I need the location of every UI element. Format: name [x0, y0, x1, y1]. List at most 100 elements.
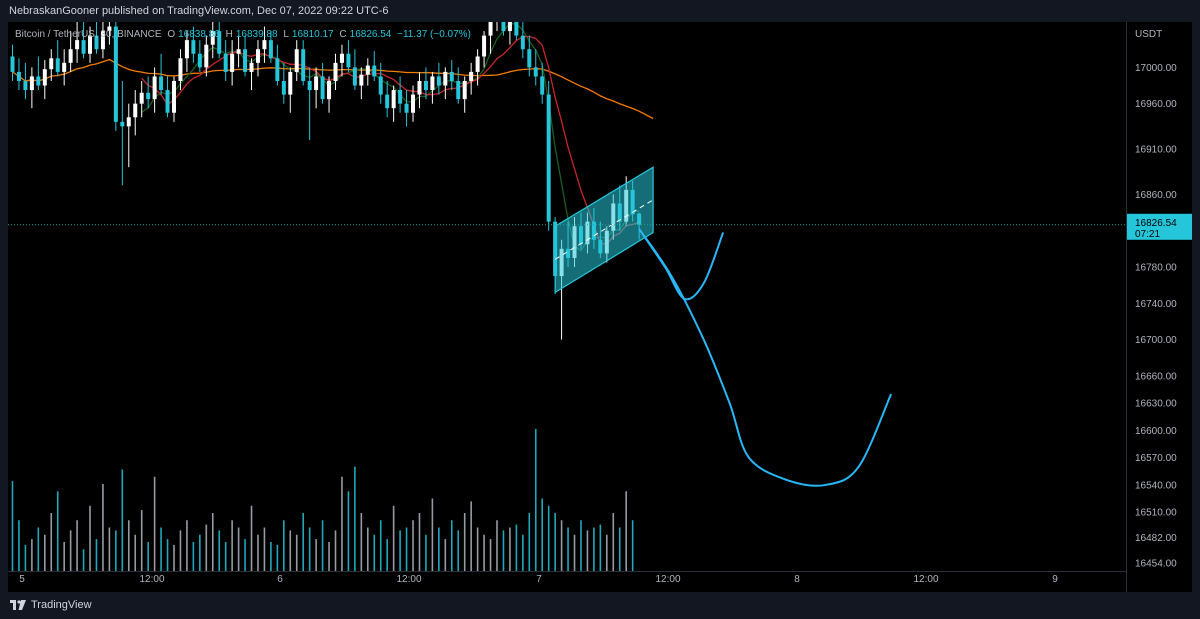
projection-path-long: [638, 228, 893, 487]
footer: TradingView: [0, 592, 1200, 619]
volume-bar: [82, 549, 85, 571]
volume-bar: [405, 527, 408, 571]
candle-body: [314, 76, 319, 91]
candle-body: [62, 62, 67, 72]
volume-bar: [11, 481, 14, 571]
candle-body: [204, 44, 209, 68]
volume-bar: [599, 524, 602, 571]
chart-area[interactable]: USDT 17000.00 16960.00 16910.00 16860.00 1678…: [8, 22, 1192, 592]
volume-bar: [173, 544, 175, 571]
candle-body: [36, 76, 41, 86]
candle-body: [16, 71, 21, 81]
price-tick-label: 16454.00: [1135, 558, 1177, 569]
legend-high: 16839.88: [235, 29, 278, 40]
candle-body: [107, 26, 112, 32]
volume-bar: [612, 513, 615, 571]
volume-bar: [50, 513, 53, 571]
volume-bar: [134, 534, 137, 571]
candle-body: [378, 76, 383, 95]
candle-body: [255, 49, 260, 63]
price-tick-label: 17000.00: [1135, 63, 1177, 74]
volume-bar: [334, 530, 337, 571]
candle-body: [385, 94, 390, 109]
candle-body: [75, 40, 80, 50]
volume-bar: [18, 520, 20, 571]
volume-bar: [192, 542, 195, 571]
candle-body: [88, 35, 93, 54]
legend-close: 16826.54: [349, 29, 392, 40]
volume-bar: [153, 476, 156, 571]
price-tick-label: 16700.00: [1135, 335, 1177, 346]
brand-text: TradingView: [31, 599, 92, 611]
volume-bar: [31, 539, 33, 571]
volume-bar: [418, 513, 421, 571]
volume-bar: [554, 513, 556, 571]
legend-close-label: C: [339, 29, 347, 40]
moving-average-red: [141, 35, 640, 245]
candle-body: [133, 103, 138, 118]
volume-bar: [347, 491, 350, 571]
time-tick-label: 6: [277, 574, 283, 585]
candle-body: [475, 56, 480, 72]
volume-bar: [121, 469, 124, 571]
volume-bar: [231, 520, 233, 571]
price-axis-panel: [1126, 22, 1192, 592]
volume-bar: [315, 539, 317, 571]
candle-body: [520, 35, 525, 50]
price-tick-label: 16860.00: [1135, 190, 1177, 201]
volume-bar: [528, 513, 531, 571]
volume-bar: [425, 534, 427, 571]
candle-body: [243, 49, 248, 72]
volume-bar: [140, 510, 143, 571]
time-tick-label: 7: [536, 574, 542, 585]
candle-body: [527, 49, 532, 68]
volume-bar: [483, 534, 485, 571]
volume-bar: [270, 542, 272, 571]
time-tick-label: 8: [794, 574, 800, 585]
volume-bar: [476, 527, 479, 571]
candle-body: [423, 80, 428, 91]
candle-body: [68, 49, 73, 63]
volume-bar: [412, 520, 414, 571]
candle-body: [320, 76, 325, 100]
tradingview-brand[interactable]: TradingView: [10, 599, 92, 611]
volume-bar: [341, 476, 343, 571]
volume-bar: [127, 520, 130, 571]
candle-body: [352, 67, 357, 86]
legend-low-label: L: [283, 29, 289, 40]
candle-body: [55, 58, 60, 72]
volume-bar: [205, 524, 208, 571]
volume-bar: [102, 484, 104, 571]
volume-bar: [263, 527, 266, 571]
candle-body: [327, 80, 332, 100]
legend-open: 16838.86: [178, 29, 220, 40]
candle-body: [191, 40, 196, 54]
legend-open-label: O: [167, 29, 176, 40]
volume-bar: [547, 505, 550, 571]
volume-bar: [515, 524, 518, 571]
candle-body: [501, 22, 506, 32]
price-tick-label: 16910.00: [1135, 145, 1177, 156]
chart-svg[interactable]: USDT 17000.00 16960.00 16910.00 16860.00 1678…: [8, 22, 1192, 592]
volume-bar: [489, 539, 492, 571]
candle-body: [23, 80, 28, 91]
volume-bar: [276, 544, 279, 571]
volume-bar: [567, 527, 569, 571]
candle-body: [307, 80, 312, 91]
candle-body: [172, 80, 176, 113]
candle-body: [346, 53, 351, 68]
candle-body: [146, 92, 151, 100]
candle-body: [411, 94, 416, 113]
price-tick-label: 16630.00: [1135, 399, 1177, 410]
candle-body: [159, 76, 164, 91]
volume-bar: [586, 530, 589, 571]
candle-body: [462, 80, 467, 100]
volume-bar: [24, 544, 27, 571]
volume-bar: [237, 527, 240, 571]
candle-body: [514, 22, 519, 36]
legend-symbol: Bitcoin / TetherUS, 30, BINANCE: [15, 29, 162, 40]
price-tick-label: 16510.00: [1135, 508, 1177, 519]
volume-bar: [444, 539, 447, 571]
volume-bar: [89, 505, 91, 571]
candle-body: [152, 76, 157, 100]
